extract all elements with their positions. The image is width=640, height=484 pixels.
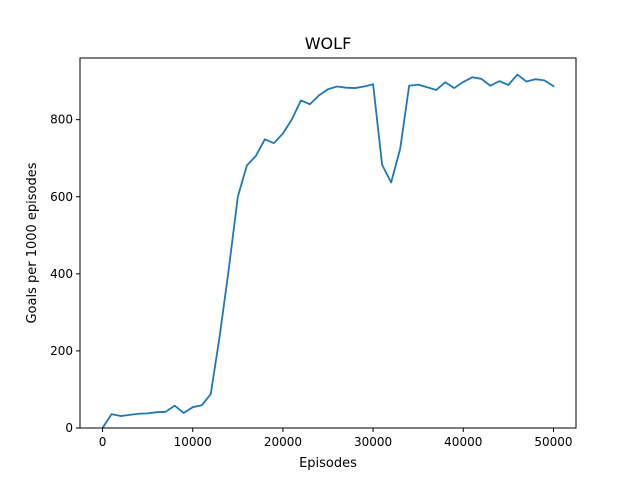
y-tick-label: 600	[50, 190, 73, 204]
y-tick-label: 800	[50, 113, 73, 127]
x-tick-label: 10000	[174, 435, 212, 449]
x-tick-label: 50000	[534, 435, 572, 449]
y-tick-label: 0	[65, 421, 73, 435]
chart-title: WOLF	[305, 34, 352, 53]
y-axis-label: Goals per 1000 episodes	[25, 162, 40, 323]
y-tick-label: 200	[50, 344, 73, 358]
x-axis-label: Episodes	[299, 456, 357, 471]
x-tick-label: 40000	[444, 435, 482, 449]
x-tick-label: 20000	[264, 435, 302, 449]
y-tick-label: 400	[50, 267, 73, 281]
x-tick-label: 30000	[354, 435, 392, 449]
x-tick-label: 0	[99, 435, 107, 449]
